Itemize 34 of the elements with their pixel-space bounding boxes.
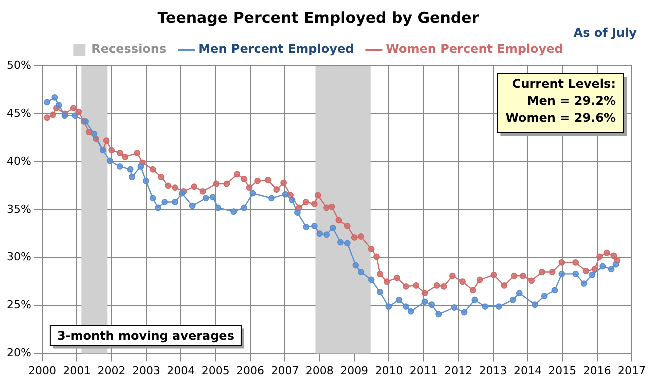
x-tick-label: 2015: [548, 364, 577, 378]
annotation: Current Levels:: [512, 77, 616, 92]
y-tick-label: 35%: [6, 202, 32, 216]
x-tick-label: 2007: [271, 364, 300, 378]
x-tick-label: 2011: [410, 364, 438, 378]
x-tick-label: 2005: [202, 364, 230, 378]
y-tick-label: 50%: [6, 58, 32, 72]
x-tick-label: 2013: [479, 364, 508, 378]
y-tick-label: 30%: [6, 250, 32, 264]
annotation: Women = 29.6%: [506, 111, 616, 126]
legend-label: Recessions: [92, 42, 167, 56]
annotation: 3-month moving averages: [57, 328, 234, 343]
x-tick-label: 2006: [236, 364, 265, 378]
x-tick-label: 2002: [98, 364, 126, 378]
x-tick-label: 2001: [63, 364, 92, 378]
legend-label: Men Percent Employed: [198, 42, 354, 56]
x-tick-label: 2016: [583, 364, 612, 378]
chart-subtitle: As of July: [574, 26, 638, 40]
x-tick-label: 2003: [132, 364, 160, 378]
legend-label: Women Percent Employed: [386, 42, 564, 56]
x-tick-label: 2010: [375, 364, 404, 378]
y-tick-label: 40%: [6, 154, 32, 168]
y-tick-label: 20%: [6, 346, 32, 360]
y-tick-label: 45%: [6, 106, 32, 120]
x-tick-label: 2000: [28, 364, 56, 378]
x-tick-label: 2009: [340, 364, 369, 378]
x-tick-label: 2004: [167, 364, 196, 378]
chart-title: Teenage Percent Employed by Gender: [158, 8, 480, 27]
y-tick-label: 25%: [6, 298, 32, 312]
x-tick-label: 2014: [514, 364, 542, 378]
annotation: Men = 29.2%: [527, 94, 616, 108]
x-tick-label: 2008: [306, 364, 334, 378]
x-tick-label: 2017: [618, 364, 646, 378]
x-tick-label: 2012: [444, 364, 473, 378]
